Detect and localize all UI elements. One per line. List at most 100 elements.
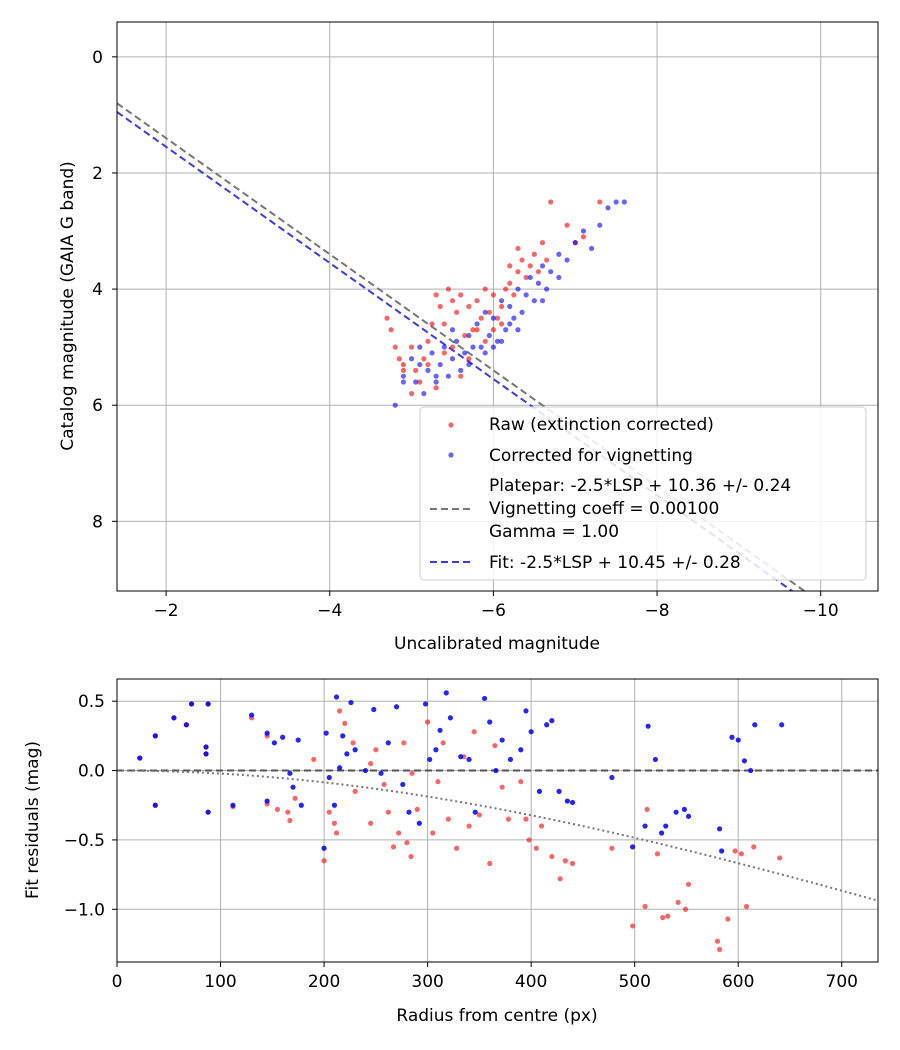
top-y-tick-label: 0 <box>92 48 103 68</box>
bottom-plot-frame <box>116 678 879 963</box>
raw-point <box>535 269 542 275</box>
top-x-tick-label: −4 <box>317 601 342 621</box>
bottom-x-tick-label: 300 <box>411 972 443 992</box>
corrected-residual-point <box>230 802 236 808</box>
corrected-point <box>556 251 562 257</box>
corrected-residual-point <box>685 813 692 819</box>
top-scatter-points <box>384 199 627 408</box>
corrected-residual-point <box>188 701 195 707</box>
raw-residual-point <box>675 899 681 905</box>
corrected-residual-point <box>472 809 478 815</box>
raw-point <box>482 286 488 292</box>
raw-residual-point <box>404 840 410 846</box>
corrected-point <box>621 199 627 205</box>
corrected-residual-point <box>280 734 286 740</box>
raw-point <box>543 257 550 263</box>
raw-point <box>445 286 452 292</box>
corrected-residual-point <box>487 719 493 725</box>
corrected-point <box>531 298 537 304</box>
raw-point <box>408 390 415 397</box>
corrected-residual-point <box>205 809 211 815</box>
bottom-grid <box>116 679 878 962</box>
legend-label-vignetting: Vignetting coeff = 0.00100 <box>489 499 719 519</box>
corrected-residual-point <box>248 712 255 718</box>
raw-point <box>564 222 570 228</box>
raw-residual-point <box>499 784 505 790</box>
corrected-point <box>523 292 529 298</box>
top-ticks: −2 −4 −6 −8 −10 0 2 4 6 8 <box>92 48 838 621</box>
corrected-point <box>449 356 456 362</box>
raw-residual-point <box>526 837 532 843</box>
bottom-ticks: 0 100 200 300 400 500 600 700 0.5 0.0 −0.5 −1.0 <box>64 692 858 992</box>
corrected-point <box>400 379 406 385</box>
raw-point <box>482 338 488 344</box>
raw-residual-point <box>414 806 420 813</box>
raw-residual-point <box>381 781 387 788</box>
top-y-tick-label: 2 <box>92 164 103 184</box>
corrected-point <box>445 373 452 379</box>
raw-residual-point <box>425 719 431 725</box>
corrected-residual-point <box>443 690 449 696</box>
top-legend: Raw (extinction corrected) Corrected for… <box>419 406 867 581</box>
corrected-point <box>449 327 456 333</box>
top-x-tick-label: −10 <box>803 601 839 621</box>
raw-point <box>449 298 456 304</box>
corrected-residual-point <box>735 737 741 743</box>
corrected-residual-point <box>295 737 301 743</box>
corrected-point <box>589 245 595 252</box>
bottom-x-tick-label: 0 <box>112 972 123 992</box>
raw-residual-point <box>385 809 391 815</box>
raw-residual-point <box>285 809 291 815</box>
corrected-residual-point <box>152 802 158 808</box>
raw-point <box>519 257 525 263</box>
raw-residual-point <box>665 913 671 919</box>
raw-residual-point <box>523 816 529 822</box>
raw-point <box>417 379 423 385</box>
raw-residual-point <box>430 830 436 836</box>
raw-point <box>486 309 492 315</box>
raw-point <box>515 269 521 275</box>
raw-point <box>466 356 472 362</box>
corrected-point <box>433 373 439 379</box>
raw-point <box>425 361 431 368</box>
raw-point <box>597 199 603 205</box>
corrected-point <box>466 361 472 368</box>
corrected-residual-point <box>741 758 748 764</box>
corrected-point <box>539 263 546 269</box>
corrected-point <box>482 350 488 356</box>
corrected-residual-point <box>518 747 524 753</box>
corrected-residual-point <box>137 755 143 761</box>
legend-marker-raw <box>448 422 454 428</box>
corrected-residual-point <box>326 774 332 781</box>
corrected-residual-point <box>719 848 725 854</box>
corrected-residual-point <box>362 767 369 774</box>
corrected-point <box>482 309 488 315</box>
raw-residual-point <box>454 845 460 851</box>
top-plot-frame <box>116 21 879 592</box>
platepar-line <box>117 102 807 591</box>
raw-point <box>433 292 439 298</box>
raw-point <box>478 315 484 321</box>
raw-residual-point <box>311 756 317 763</box>
bottom-chart: 0 100 200 300 400 500 600 700 0.5 0.0 −0.5 −1.0 Rad… <box>23 678 879 1026</box>
corrected-point <box>417 361 423 368</box>
raw-point <box>400 361 406 368</box>
corrected-point <box>429 350 435 356</box>
legend-marker-corrected <box>448 452 454 458</box>
corrected-residual-point <box>337 765 343 771</box>
raw-residual-point <box>751 844 757 850</box>
raw-residual-point <box>396 830 402 836</box>
raw-residual-point <box>609 845 615 851</box>
corrected-point <box>490 344 497 350</box>
corrected-residual-point <box>205 701 211 707</box>
corrected-residual-point <box>549 718 555 724</box>
corrected-point <box>400 373 406 379</box>
top-x-tick-label: −2 <box>154 601 179 621</box>
raw-residual-point <box>505 816 511 822</box>
raw-residual-point <box>569 860 576 867</box>
raw-point <box>490 327 497 333</box>
raw-residual-point <box>557 876 563 882</box>
corrected-residual-point <box>400 781 406 788</box>
